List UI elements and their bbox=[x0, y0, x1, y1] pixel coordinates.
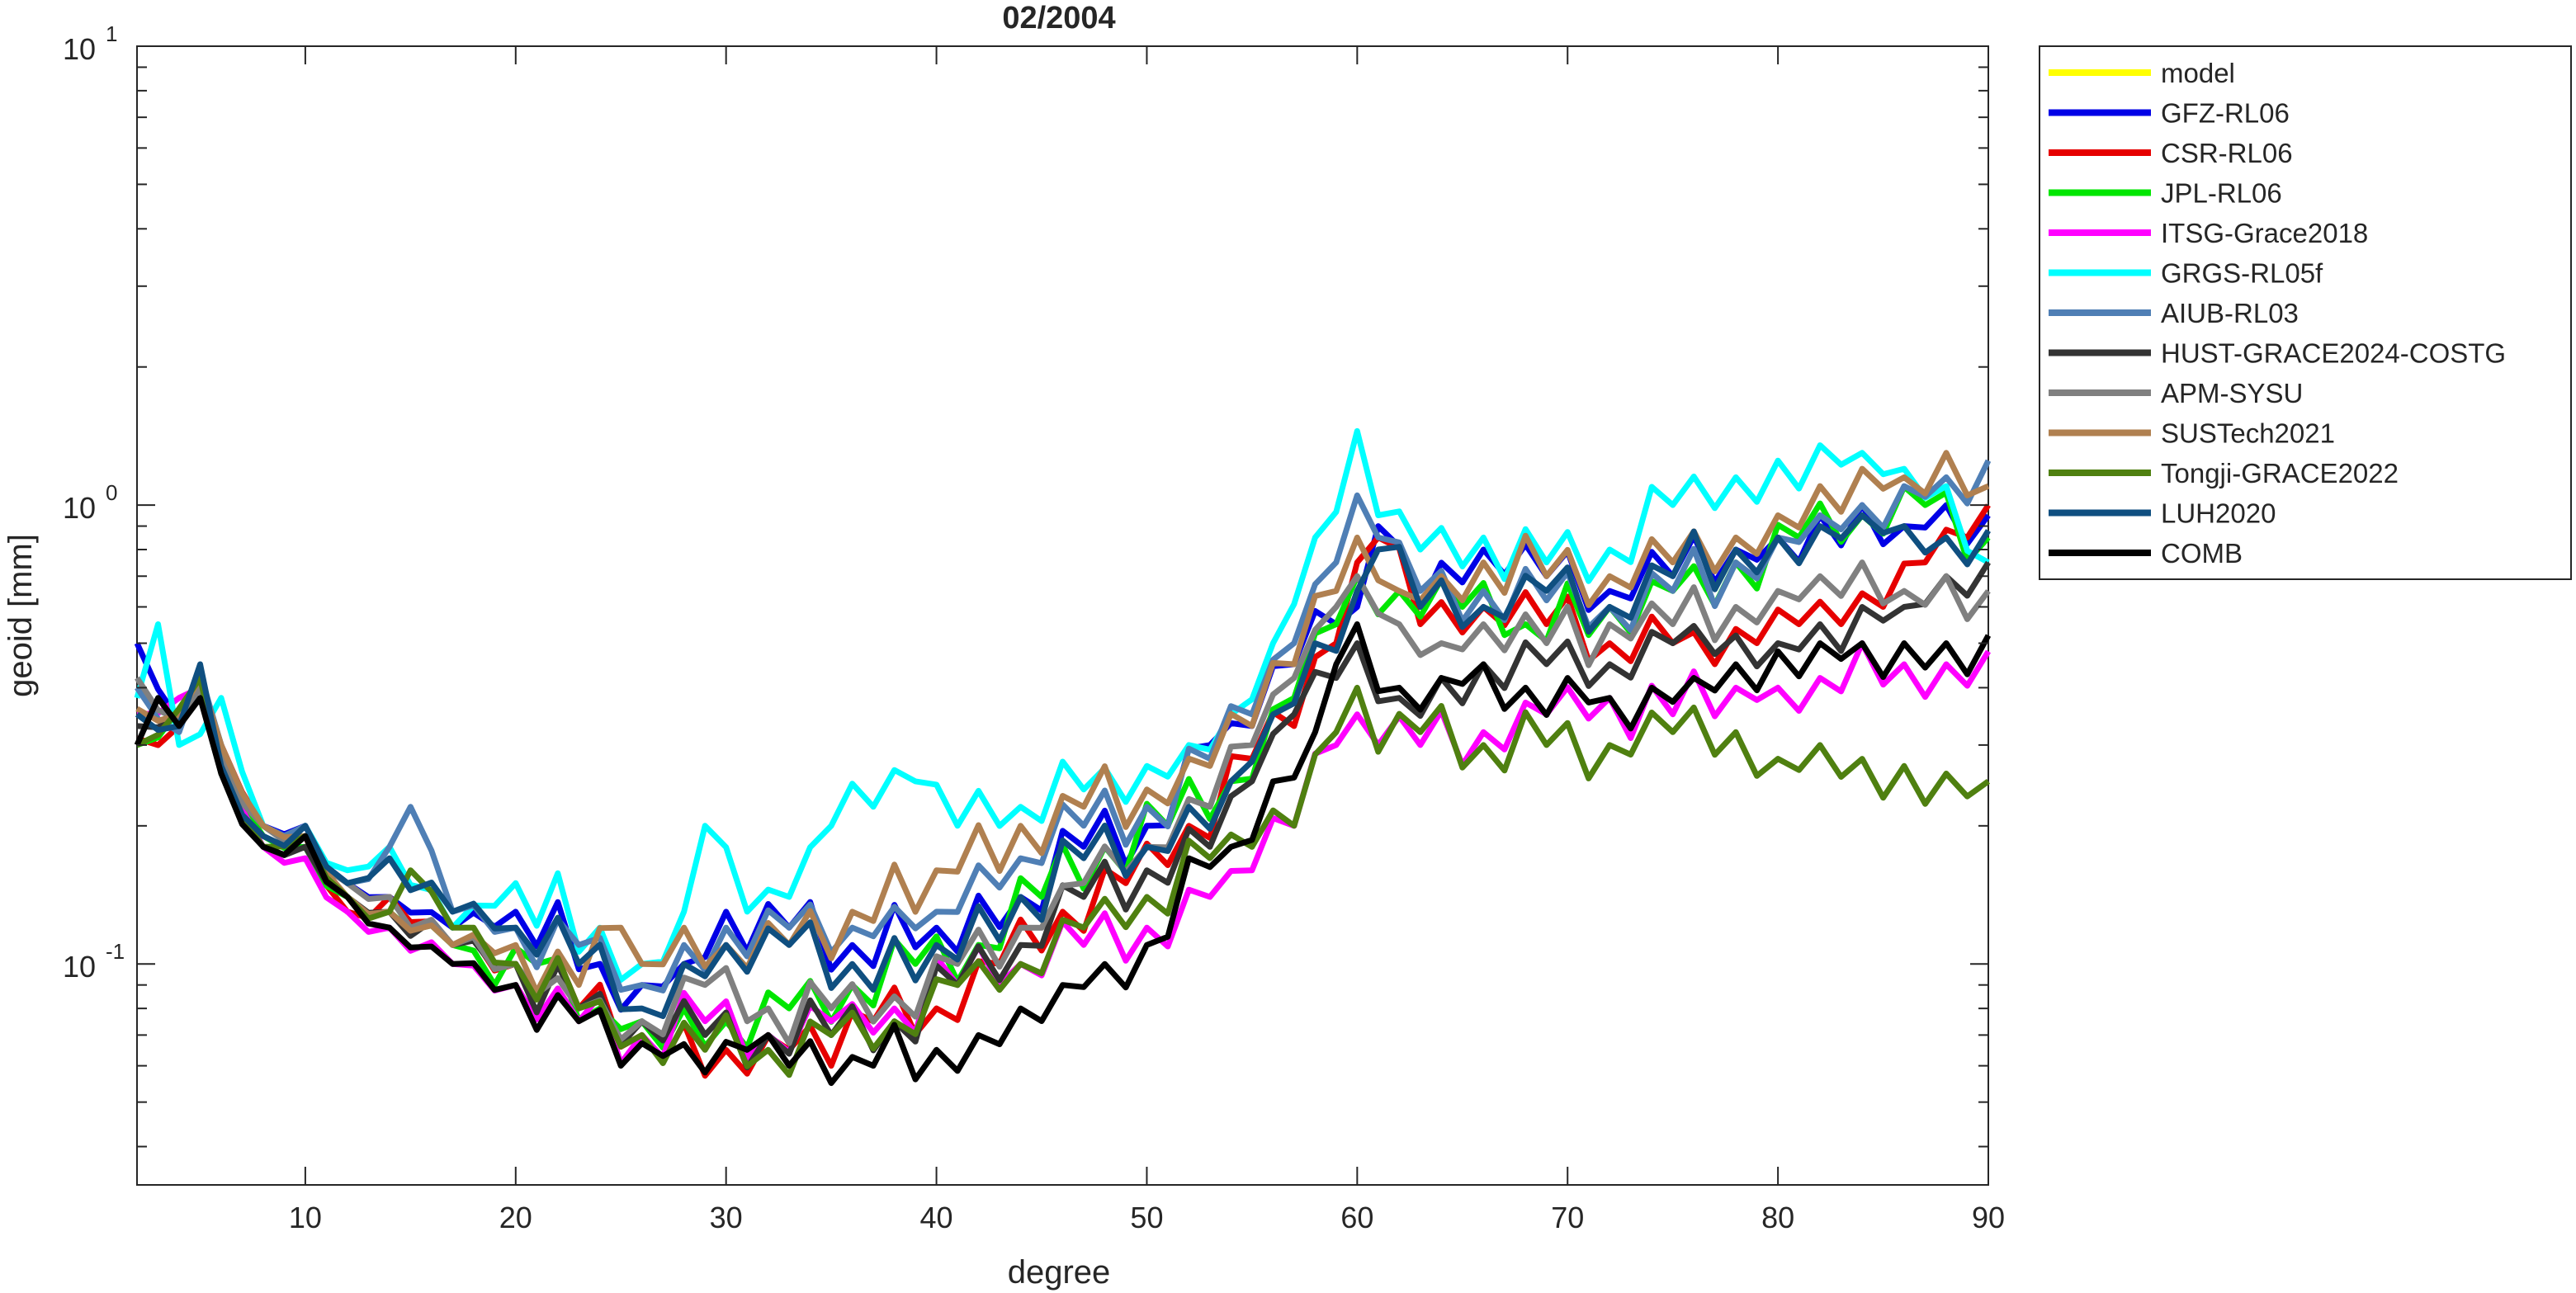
series-line-comb bbox=[134, 621, 1992, 1087]
y-axis-label: geoid [mm] bbox=[2, 534, 39, 697]
legend-entry-sustech2021: SUSTech2021 bbox=[2049, 418, 2335, 449]
legend-entry-itsg-grace2018: ITSG-Grace2018 bbox=[2049, 218, 2368, 248]
legend-label: SUSTech2021 bbox=[2161, 418, 2335, 449]
y-tick-label-exponent: 0 bbox=[106, 480, 117, 505]
legend-entry-tongji-grace2022: Tongji-GRACE2022 bbox=[2049, 458, 2399, 488]
legend-label: CSR-RL06 bbox=[2161, 138, 2293, 168]
y-tick-label-exponent: -1 bbox=[106, 939, 125, 964]
x-axis: 10 20 30 40 50 60 70 80 90 bbox=[289, 46, 2005, 1234]
legend-label: COMB bbox=[2161, 538, 2243, 569]
legend-entry-comb: COMB bbox=[2049, 538, 2243, 569]
series-line-luh2020 bbox=[135, 512, 1991, 1019]
legend-entry-aiub-rl03: AIUB-RL03 bbox=[2049, 298, 2299, 328]
legend: model GFZ-RL06 CSR-RL06 JPL-RL06 ITSG-Grace2… bbox=[2039, 45, 2572, 580]
y-tick-label-base: 10 bbox=[63, 491, 96, 525]
legend-label: HUST-GRACE2024-COSTG bbox=[2161, 338, 2506, 369]
x-axis-label: degree bbox=[1008, 1254, 1111, 1291]
x-tick-label: 10 bbox=[289, 1201, 322, 1234]
y-tick-label-exponent: 1 bbox=[106, 21, 117, 46]
x-tick-label: 30 bbox=[710, 1201, 743, 1234]
legend-label: GRGS-RL05f bbox=[2161, 258, 2323, 289]
y-tick-label-base: 10 bbox=[63, 950, 96, 984]
legend-label: JPL-RL06 bbox=[2161, 178, 2282, 209]
legend-label: LUH2020 bbox=[2161, 498, 2276, 529]
y-tick-label: 10 1 bbox=[63, 21, 117, 66]
chart-title: 02/2004 bbox=[1002, 1, 1115, 35]
legend-label: GFZ-RL06 bbox=[2161, 98, 2290, 129]
plot-area bbox=[136, 45, 1989, 1186]
legend-entry-csr-rl06: CSR-RL06 bbox=[2049, 138, 2293, 168]
legend-entry-gfz-rl06: GFZ-RL06 bbox=[2049, 98, 2290, 129]
series-line-tongji-grace2022 bbox=[135, 675, 1991, 1078]
x-tick-label: 90 bbox=[1972, 1201, 2005, 1234]
legend-entry-grgs-rl05f: GRGS-RL05f bbox=[2049, 258, 2323, 289]
x-tick-label: 20 bbox=[499, 1201, 532, 1234]
series-line-sustech2021 bbox=[135, 450, 1990, 995]
legend-entry-jpl-rl06: JPL-RL06 bbox=[2049, 178, 2282, 209]
y-tick-label: 10 -1 bbox=[63, 939, 125, 984]
y-axis: 10 -1 10 0 10 1 bbox=[63, 21, 1988, 1148]
x-tick-label: 70 bbox=[1551, 1201, 1584, 1234]
series-layer bbox=[134, 427, 1992, 1087]
legend-entry-hust-grace2024-costg: HUST-GRACE2024-COSTG bbox=[2049, 338, 2506, 369]
series-line-aiub-rl03 bbox=[135, 459, 1992, 993]
y-tick-label: 10 0 bbox=[63, 480, 117, 525]
legend-entry-apm-sysu: APM-SYSU bbox=[2049, 378, 2303, 408]
legend-label: APM-SYSU bbox=[2161, 378, 2303, 408]
legend-label: ITSG-Grace2018 bbox=[2161, 218, 2368, 248]
x-tick-label: 60 bbox=[1340, 1201, 1373, 1234]
legend-label: AIUB-RL03 bbox=[2161, 298, 2299, 328]
x-tick-label: 80 bbox=[1761, 1201, 1794, 1234]
y-tick-label-base: 10 bbox=[63, 32, 96, 66]
legend-label: Tongji-GRACE2022 bbox=[2161, 458, 2399, 488]
legend-entry-model: model bbox=[2049, 58, 2235, 88]
legend-entry-luh2020: LUH2020 bbox=[2049, 498, 2276, 529]
x-tick-label: 50 bbox=[1130, 1201, 1163, 1234]
legend-label: model bbox=[2161, 58, 2235, 88]
x-tick-label: 40 bbox=[920, 1201, 953, 1234]
